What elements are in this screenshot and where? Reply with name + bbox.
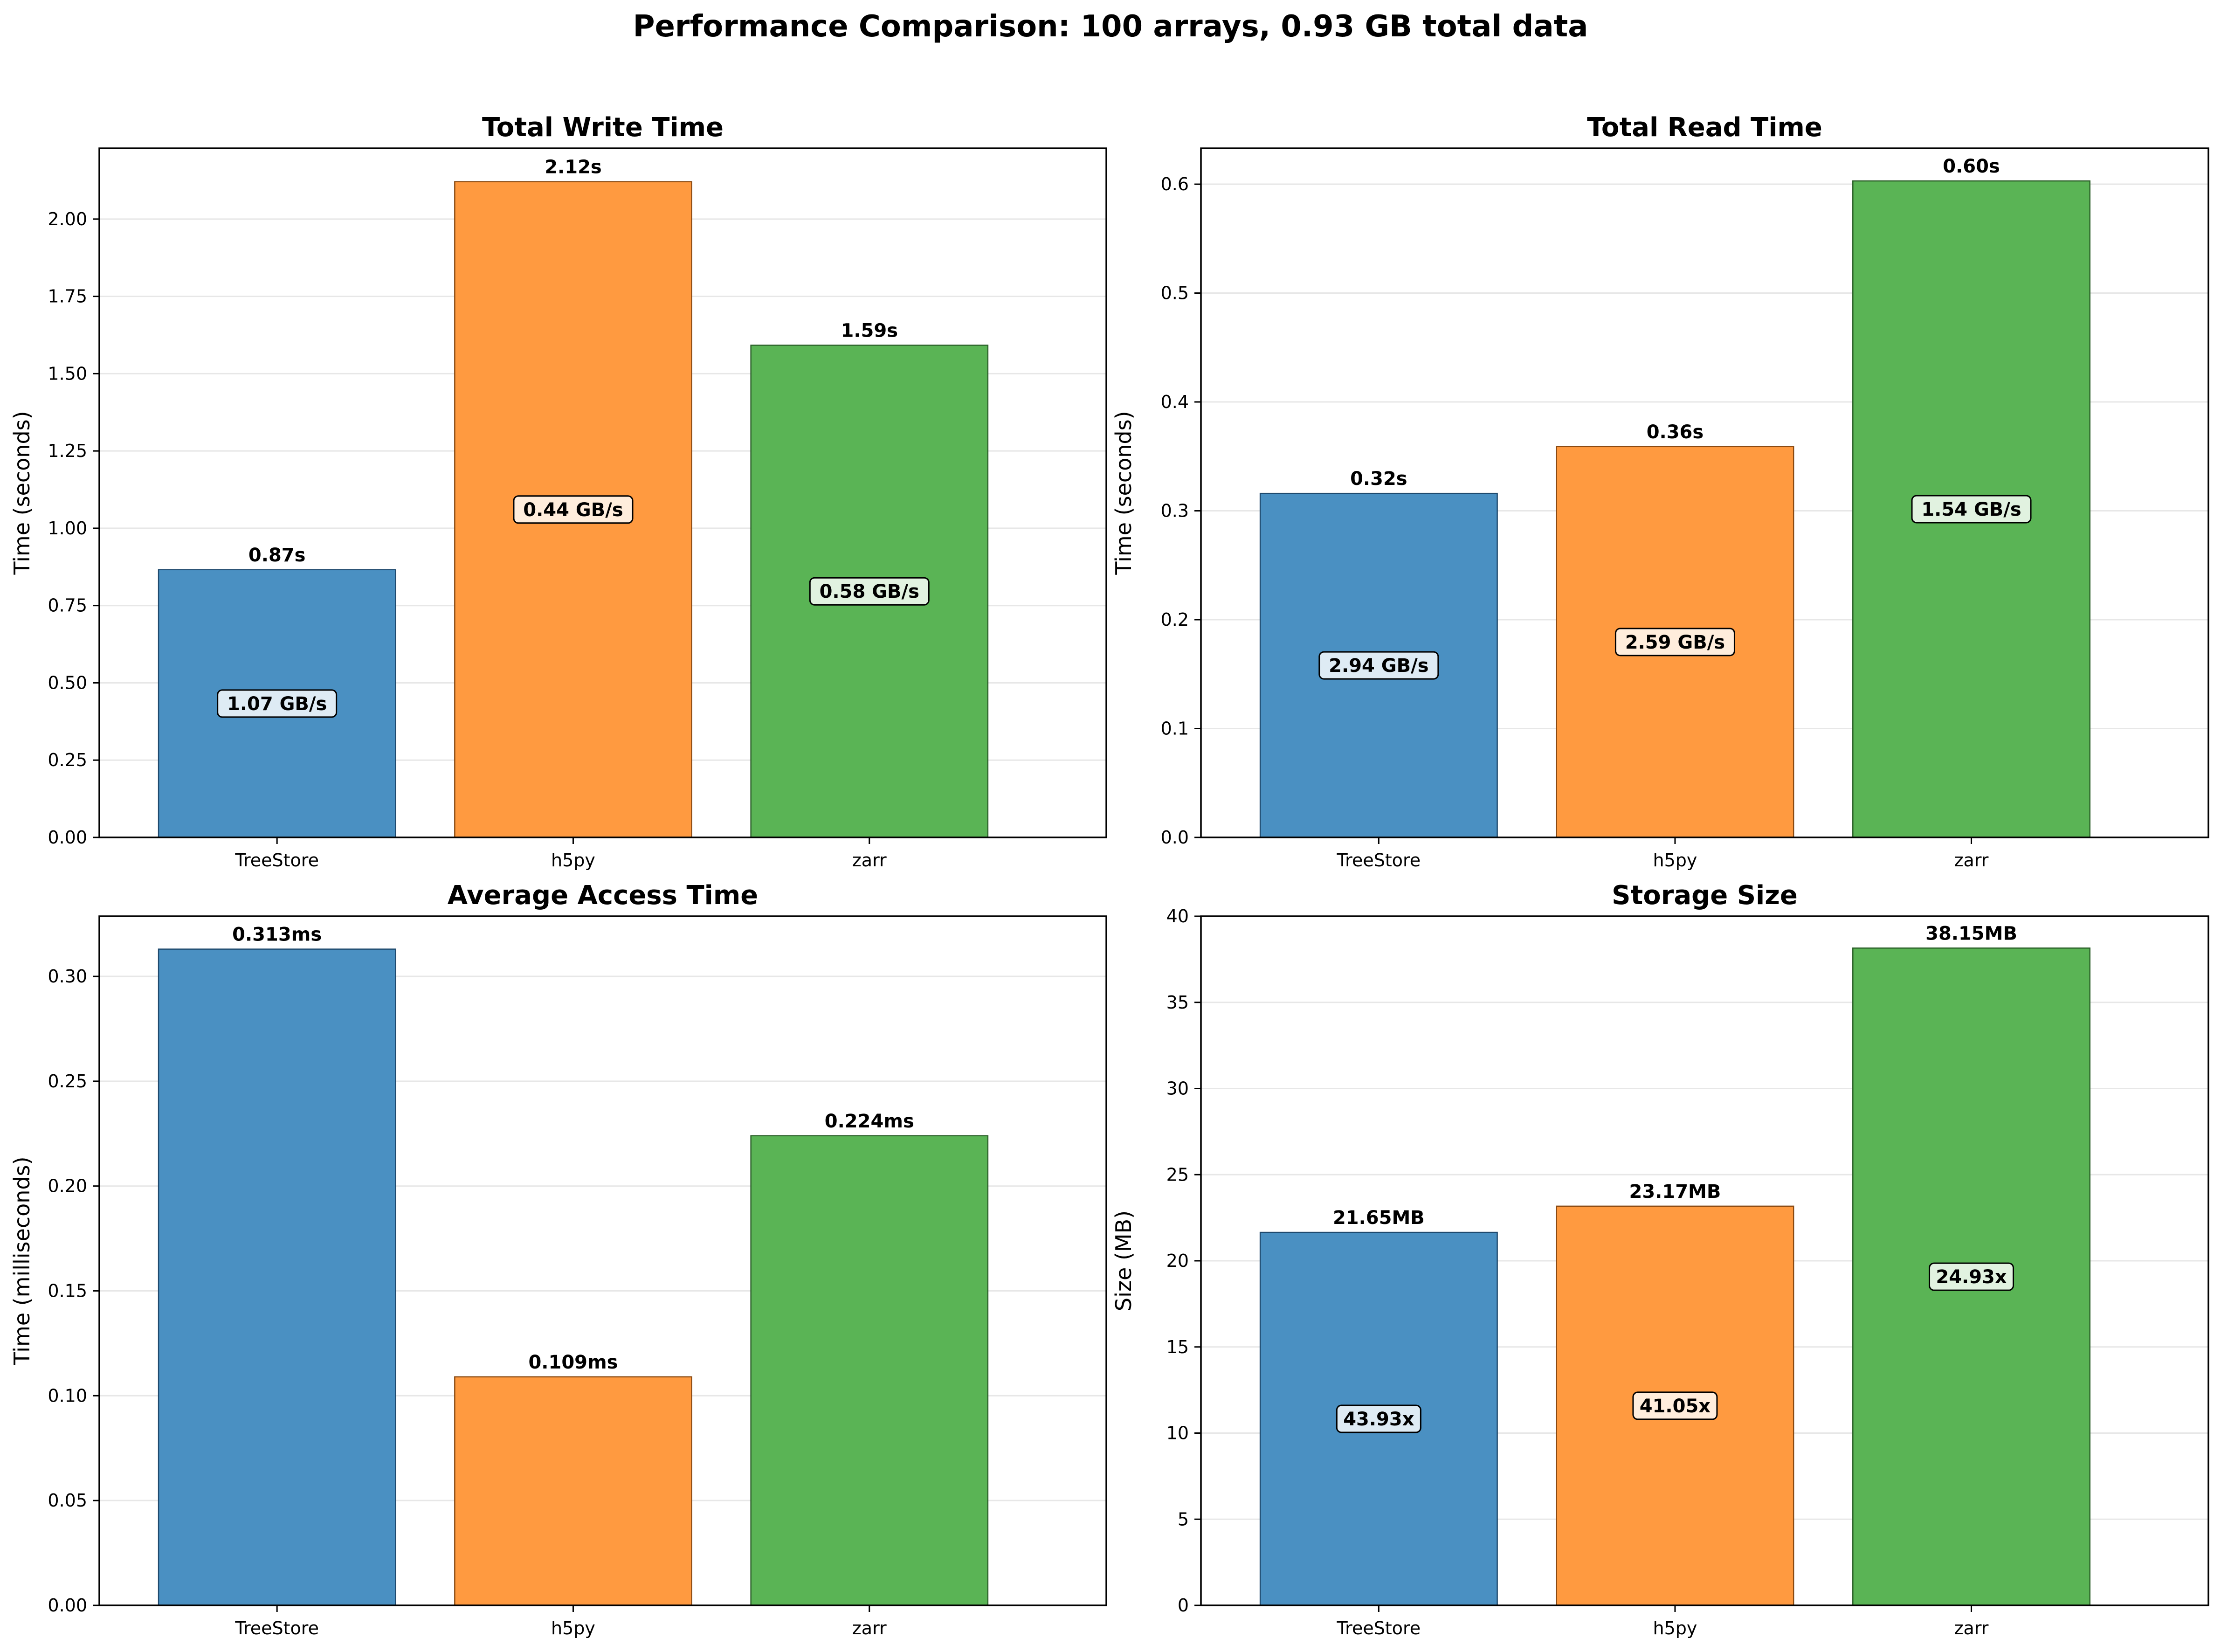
value-label: 21.65MB [1333,1207,1425,1229]
y-tick-label: 0.3 [1161,501,1189,521]
y-tick-label: 40 [1166,906,1189,926]
y-tick-label: 0.75 [48,595,87,616]
y-axis-label: Time (seconds) [9,411,34,575]
y-tick-label: 35 [1166,992,1189,1013]
inner-label: 0.58 GB/s [820,581,919,602]
x-tick-label: TreeStore [1337,1618,1421,1638]
plot-frame [98,915,1107,1606]
y-tick-label: 10 [1166,1423,1189,1444]
y-tick-label: 20 [1166,1251,1189,1271]
x-tick-label: TreeStore [1337,850,1421,871]
x-tick-label: zarr [852,850,887,871]
y-tick-label: 30 [1166,1078,1189,1099]
chart-title: Total Read Time [1587,112,1822,143]
chart-title: Average Access Time [448,880,758,911]
value-label: 0.60s [1943,156,2000,177]
inner-label: 43.93x [1343,1409,1414,1430]
y-tick-label: 0.05 [48,1490,87,1511]
value-label: 23.17MB [1629,1181,1721,1203]
y-tick-label: 0.2 [1161,609,1189,630]
value-label: 2.12s [545,157,602,178]
y-tick-label: 1.25 [48,441,87,461]
y-tick-label: 1.00 [48,518,87,539]
value-label: 0.87s [248,545,306,566]
figure-title: Performance Comparison: 100 arrays, 0.93… [633,9,1588,44]
bar-treestore [158,948,396,1606]
panel-write-time: 0.87s 1.07 GB/s TreeStore 2.12s 0.44 GB/s h5p… [9,112,1107,871]
inner-label: 24.93x [1936,1266,2007,1288]
plot-frame [1200,915,2209,1606]
y-tick-label: 2.00 [48,209,87,229]
y-tick-label: 0.20 [48,1176,87,1196]
y-tick-label: 0.00 [48,1595,87,1616]
inner-label: 41.05x [1640,1396,1711,1417]
plot-frame [1200,147,2209,838]
value-label: 1.59s [841,320,898,341]
value-label: 0.313ms [232,924,322,946]
value-label: 0.224ms [825,1111,914,1132]
chart-panels: 0.87s 1.07 GB/s TreeStore 2.12s 0.44 GB/s h5p… [9,112,2209,1638]
x-tick-label: zarr [852,1618,887,1638]
inner-label: 2.94 GB/s [1329,655,1428,677]
y-tick-label: 0.5 [1161,283,1189,304]
chart-title: Storage Size [1612,880,1798,911]
y-tick-label: 5 [1178,1509,1189,1529]
y-tick-label: 25 [1166,1164,1189,1185]
value-label: 0.36s [1647,422,1704,443]
y-tick-label: 0.25 [48,1071,87,1092]
y-tick-label: 0.6 [1161,174,1189,194]
plot-frame [98,147,1107,838]
inner-label-box [1318,651,1439,680]
y-tick-label: 0.50 [48,672,87,693]
inner-label: 1.54 GB/s [1921,499,2021,520]
y-tick-label: 0 [1178,1595,1189,1616]
x-tick-label: h5py [1653,850,1697,871]
inner-label: 1.07 GB/s [227,693,327,715]
value-label: 0.32s [1350,468,1407,490]
inner-label: 0.44 GB/s [523,499,623,521]
y-axis-label: Time (milliseconds) [9,1156,34,1365]
value-label: 0.109ms [528,1352,618,1373]
inner-label-box [1911,495,2032,524]
x-tick-label: h5py [1653,1618,1697,1638]
inner-label-box [1632,1391,1718,1420]
y-axis-label: Time (seconds) [1111,411,1136,575]
y-tick-label: 0.00 [48,827,87,848]
panel-read-time: 0.32s 2.94 GB/s TreeStore 0.36s 2.59 GB/s h5p… [1111,112,2209,871]
x-tick-label: zarr [1954,1618,1989,1638]
inner-label-box [1614,628,1735,657]
x-tick-label: TreeStore [235,1618,319,1638]
x-tick-label: h5py [551,1618,595,1638]
value-label: 38.15MB [1925,923,2017,944]
y-tick-label: 1.75 [48,286,87,307]
panel-storage-size: 21.65MB 43.93x TreeStore 23.17MB 41.05x h5py 3… [1111,880,2209,1638]
inner-label-box [1929,1262,2014,1291]
y-tick-label: 0.0 [1161,827,1189,848]
inner-label-box [1336,1404,1421,1433]
bar-h5py [454,1376,692,1606]
x-tick-label: zarr [1954,850,1989,871]
inner-label-box [809,577,930,606]
x-tick-label: h5py [551,850,595,871]
y-tick-label: 0.25 [48,750,87,770]
inner-label-box [513,495,634,524]
x-tick-label: TreeStore [235,850,319,871]
y-tick-label: 1.50 [48,363,87,384]
panel-access-time: 0.313ms TreeStore 0.109ms h5py 0.224ms zarr 0.… [9,880,1107,1638]
chart-title: Total Write Time [482,112,724,143]
y-tick-label: 0.30 [48,966,87,987]
y-tick-label: 15 [1166,1337,1189,1357]
inner-label-box [217,689,338,718]
y-tick-label: 0.10 [48,1385,87,1406]
y-axis-label: Size (MB) [1111,1210,1136,1311]
y-tick-label: 0.1 [1161,719,1189,739]
y-tick-label: 0.15 [48,1281,87,1301]
inner-label: 2.59 GB/s [1625,632,1725,653]
bar-zarr [750,1135,989,1606]
y-tick-label: 0.4 [1161,392,1189,412]
bar-treestore [158,569,396,838]
